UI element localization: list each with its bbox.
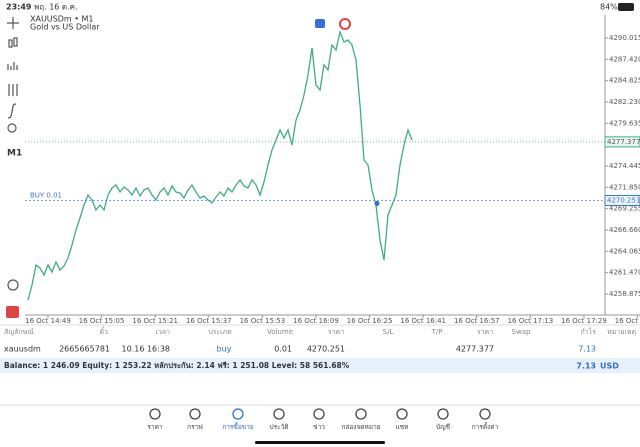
nav-icon[interactable] — [189, 408, 201, 420]
column-header: Volume — [267, 328, 293, 336]
x-tick-label: 16 Oct 15:53 — [240, 317, 286, 325]
y-tick-label: 4284.825 — [609, 77, 640, 85]
y-tick-label: 4282.230 — [609, 98, 640, 106]
x-tick-label: 16 Oct 15:37 — [186, 317, 232, 325]
function-tool[interactable] — [7, 103, 17, 119]
current-price-tag — [604, 136, 640, 148]
nav-icon[interactable] — [313, 408, 325, 420]
event-icon[interactable] — [315, 19, 325, 28]
y-tick-label: 4279.635 — [609, 119, 640, 127]
cell-profit: 7.13 — [578, 345, 596, 354]
current-price-label: 4277.377 — [607, 138, 640, 146]
column-header: S/L — [383, 328, 394, 336]
column-header: ราคา — [328, 328, 344, 336]
x-tick-label: 16 Oct 17:29 — [561, 317, 607, 325]
nav-icon[interactable] — [149, 408, 161, 420]
x-tick-label: 16 Oct 14:49 — [25, 317, 71, 325]
x-tick-label: 16 Oct 16:41 — [400, 317, 446, 325]
status-time: 23:49 — [6, 3, 32, 12]
nav-icon[interactable] — [437, 408, 449, 420]
summary-band — [0, 358, 640, 373]
total-profit: 7.13 — [576, 362, 596, 371]
x-tick-label: 16 Oct 17:13 — [508, 317, 554, 325]
column-header: สัญลักษณ์ — [4, 328, 34, 336]
crosshair-tool[interactable] — [7, 17, 19, 29]
y-tick-label: 4271.850 — [609, 183, 640, 191]
order-price-label: 4270.251 — [607, 196, 640, 204]
battery: 84% — [600, 3, 618, 12]
y-tick-label: 4258.875 — [609, 290, 640, 298]
cell-price-open: 4270.251 — [307, 345, 345, 354]
nav-icon[interactable] — [479, 408, 491, 420]
cell-symbol: xauusdm — [4, 345, 41, 354]
battery-icon — [618, 3, 634, 11]
x-tick-label: 16 Oct 17:45 — [615, 317, 640, 325]
event-icon[interactable] — [339, 18, 351, 30]
column-header: หมายเหตุ — [607, 328, 636, 336]
column-header: T/P — [431, 328, 443, 336]
entry-point — [374, 200, 380, 206]
order-price-tag — [604, 194, 640, 206]
nav-icon[interactable] — [273, 408, 285, 420]
x-tick-label: 16 Oct 15:21 — [132, 317, 178, 325]
nav-label[interactable]: แชท — [396, 423, 409, 431]
y-tick-label: 4264.065 — [609, 247, 640, 255]
x-tick-label: 16 Oct 15:05 — [79, 317, 125, 325]
cell-price-current: 4277.377 — [456, 345, 494, 354]
price-line — [27, 29, 413, 301]
cell-volume: 0.01 — [274, 345, 292, 354]
nav-label[interactable]: กล่องจดหมาย — [341, 423, 380, 431]
settings-tool[interactable] — [8, 84, 18, 96]
trade-button[interactable] — [6, 306, 19, 318]
status-date: พฤ. 16 ต.ค. — [34, 3, 78, 12]
timeframe[interactable]: M1 — [7, 149, 22, 159]
nav-label[interactable]: ราคา — [147, 423, 162, 431]
y-tick-label: 4269.255 — [609, 205, 640, 213]
chart-title: XAUUSDm • M1 — [30, 15, 94, 24]
order-line-label: BUY 0.01 — [30, 191, 62, 199]
indicators-tool[interactable] — [7, 62, 18, 70]
column-header: ราคา — [477, 328, 493, 336]
column-header: เวลา — [155, 328, 170, 336]
y-tick-label: 4261.470 — [609, 269, 640, 277]
x-tick-label: 16 Oct 16:25 — [347, 317, 393, 325]
candles-tool[interactable] — [8, 39, 13, 48]
column-header: Swap — [512, 328, 531, 336]
x-tick-label: 16 Oct 16:09 — [293, 317, 339, 325]
nav-label[interactable]: กราฟ — [187, 423, 203, 431]
x-tick-label: 16 Oct 16:57 — [454, 317, 500, 325]
y-tick-label: 4287.420 — [609, 55, 640, 63]
y-tick-label: 4274.445 — [609, 162, 640, 170]
nav-label[interactable]: ข่าว — [313, 423, 325, 431]
column-header: ประเภท — [208, 328, 232, 336]
nav-label[interactable]: การซื้อขาย — [222, 422, 253, 431]
nav-label[interactable]: ประวัติ — [270, 423, 289, 431]
y-tick-label: 4266.660 — [609, 226, 640, 234]
nav-label[interactable]: การตั้งค่า — [472, 422, 499, 431]
toolbar — [7, 17, 19, 291]
nav-icon[interactable] — [355, 408, 367, 420]
nav-label[interactable]: บัญชี — [436, 423, 451, 431]
column-header: ตั๋ว — [100, 327, 109, 336]
nav-icon[interactable] — [396, 408, 408, 420]
home-indicator — [255, 441, 385, 444]
cell-time: 10.16 16:38 — [122, 345, 171, 354]
column-header: กำไร — [581, 327, 597, 336]
cell-type: buy — [217, 345, 232, 354]
cell-ticket: 2665665781 — [59, 345, 110, 354]
nav-icon[interactable] — [232, 408, 244, 420]
y-tick-label: 4290.015 — [609, 34, 640, 42]
currency: USD — [600, 362, 619, 371]
objects-tool[interactable] — [7, 123, 17, 133]
zoom-tool[interactable] — [7, 279, 19, 291]
chart-subtitle: Gold vs US Dollar — [30, 23, 100, 32]
account-summary: Balance: 1 246.09 Equity: 1 253.22 หลักป… — [4, 361, 350, 370]
